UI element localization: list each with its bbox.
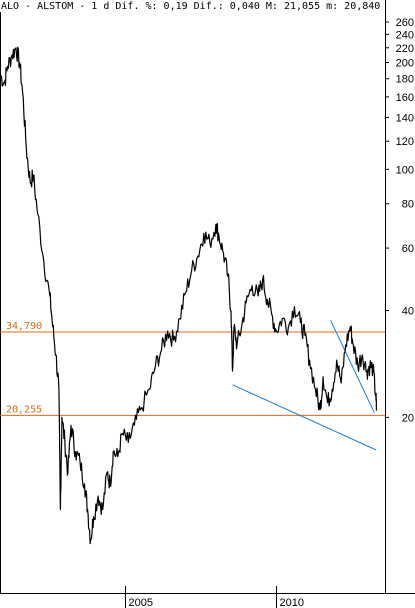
trendline	[232, 384, 377, 451]
level-label: 20,255	[6, 404, 42, 415]
y-tick-label: 200	[396, 57, 414, 69]
x-tick-label: 2005	[129, 597, 153, 608]
y-tick-label: 120	[396, 136, 414, 148]
header-background	[0, 0, 385, 12]
x-axis-ticks: 2005 2010	[125, 586, 304, 608]
y-tick-label: 180	[396, 74, 414, 86]
x-tick-label: 2010	[280, 597, 304, 608]
y-tick-label: 240	[396, 29, 414, 41]
y-tick-label: 140	[396, 112, 414, 124]
y-tick-label: 100	[396, 164, 414, 176]
y-tick-label: 220	[396, 43, 414, 55]
y-tick-label: 260	[396, 17, 414, 29]
chart-header: ALO - ALSTOM - 1 d Dif. %: 0,19 Dif.: 0,…	[1, 1, 380, 12]
y-tick-label: 20	[402, 412, 414, 424]
price-series	[0, 46, 378, 545]
trendlines	[232, 320, 377, 451]
trendline	[330, 320, 375, 414]
y-tick-label: 40	[402, 306, 414, 318]
y-tick-label: 60	[402, 243, 414, 255]
level-label: 34,790	[6, 321, 42, 332]
level-lines: 34,790 20,255	[0, 321, 385, 416]
y-tick-label: 80	[402, 199, 414, 211]
price-line	[0, 46, 378, 545]
y-tick-label: 160	[396, 92, 414, 104]
